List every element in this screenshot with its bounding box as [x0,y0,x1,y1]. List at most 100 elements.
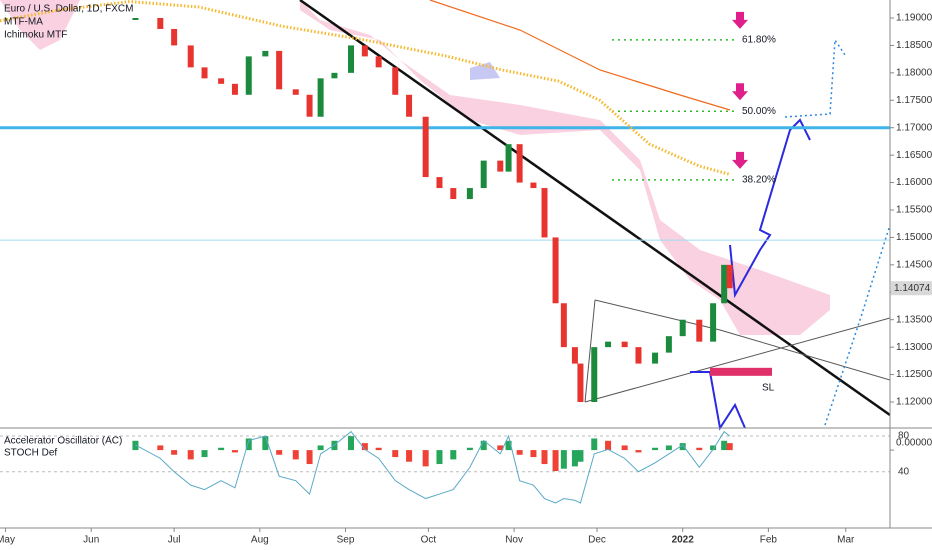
candle [157,17,164,29]
ac-bar [245,438,252,451]
candle [348,45,355,73]
fib-label: 38.20% [742,174,776,185]
last-price: 1.14074 [894,283,931,294]
candle [132,17,139,20]
ac-bar [530,450,537,458]
ac-bar [231,450,238,453]
ac-bar [348,436,355,451]
ac-bar [375,447,382,451]
candle [231,83,238,95]
ac-bar [721,440,728,451]
candle [560,303,567,348]
candle [450,188,457,200]
candle [679,319,686,337]
candle [276,50,283,90]
ac-bar [392,450,399,458]
ac-bar [262,436,269,451]
y-tick-label: 1.16000 [896,177,932,188]
x-tick-label: Mar [837,535,855,546]
candle [406,94,413,117]
legend-item: Ichimoku MTF [4,30,67,41]
x-tick-label: Jun [83,535,99,546]
forecast-arrow [729,118,811,299]
ac-bar [422,450,429,467]
ac-bar [560,450,567,469]
ac-bar [652,447,659,451]
candle [497,160,504,172]
trend-line [299,0,891,417]
y-tick-label: 1.17500 [896,95,932,106]
x-tick-label: Jul [168,535,181,546]
candle [726,264,733,289]
y2-tick-label: 0.00000 [896,438,932,449]
ac-bar [516,450,523,455]
stop-loss-label: SL [762,382,775,393]
ac-bar [635,450,642,453]
candle [245,56,252,95]
ac-bar [157,445,164,451]
candle [541,188,548,238]
candle [480,160,487,189]
ac-bar [406,450,413,462]
ac-bar [665,445,672,451]
candle [635,347,642,364]
arrow-icon [732,151,748,169]
ac-bar [218,447,225,451]
x-tick-label: Dec [588,535,606,546]
candle [361,45,368,57]
ac-bar [541,450,548,465]
legend-item: STOCH Def [4,448,57,459]
ac-bar [679,443,686,451]
legend-item: MTF-MA [4,17,43,28]
x-tick-label: Oct [421,535,437,546]
ac-bar [505,440,512,451]
ichimoku-cloud [300,0,830,335]
candle [571,347,578,364]
ac-bar [605,440,612,451]
candle [436,177,443,189]
candle [652,352,659,364]
x-tick-label: May [0,535,15,546]
candle [218,78,225,84]
candle [306,94,313,117]
candle [577,363,584,402]
x-tick-label: Feb [760,535,778,546]
candle [552,237,559,304]
candle [466,188,473,200]
x-tick-label: Sep [337,535,355,546]
ac-bar [171,450,178,455]
x-tick-label: Aug [251,535,269,546]
y-tick-label: 1.19000 [896,13,932,24]
ac-bar [187,450,194,460]
ac-bar [710,445,717,451]
candle [696,319,703,342]
ac-bar [571,450,578,467]
triangle-line [584,299,596,403]
y-tick-label: 1.14500 [896,259,932,270]
candle [262,50,269,57]
y-tick-label: 1.12000 [896,397,932,408]
triangle-line [594,299,891,381]
ac-bar [726,443,733,451]
candle [331,72,338,79]
legend-item: Accelerator Oscillator (AC) [4,436,122,447]
ac-bar [696,447,703,451]
y-tick-label: 1.13500 [896,314,932,325]
ac-bar [466,447,473,451]
candle [201,67,208,79]
y-tick-label: 80 [898,431,910,442]
y-tick-label: 1.17000 [896,122,932,133]
ac-bar [436,450,443,465]
candle [721,264,728,304]
ac-bar [276,450,283,455]
moving-average [0,0,731,176]
ichimoku-cloud [0,0,80,50]
y-tick-label: 1.18500 [896,40,932,51]
price-tag-bg [891,281,932,296]
fib-label: 50.00% [742,106,776,117]
ac-bar [317,445,324,451]
candle [317,78,324,117]
x-tick-label: Nov [505,535,523,546]
candle [591,347,598,402]
